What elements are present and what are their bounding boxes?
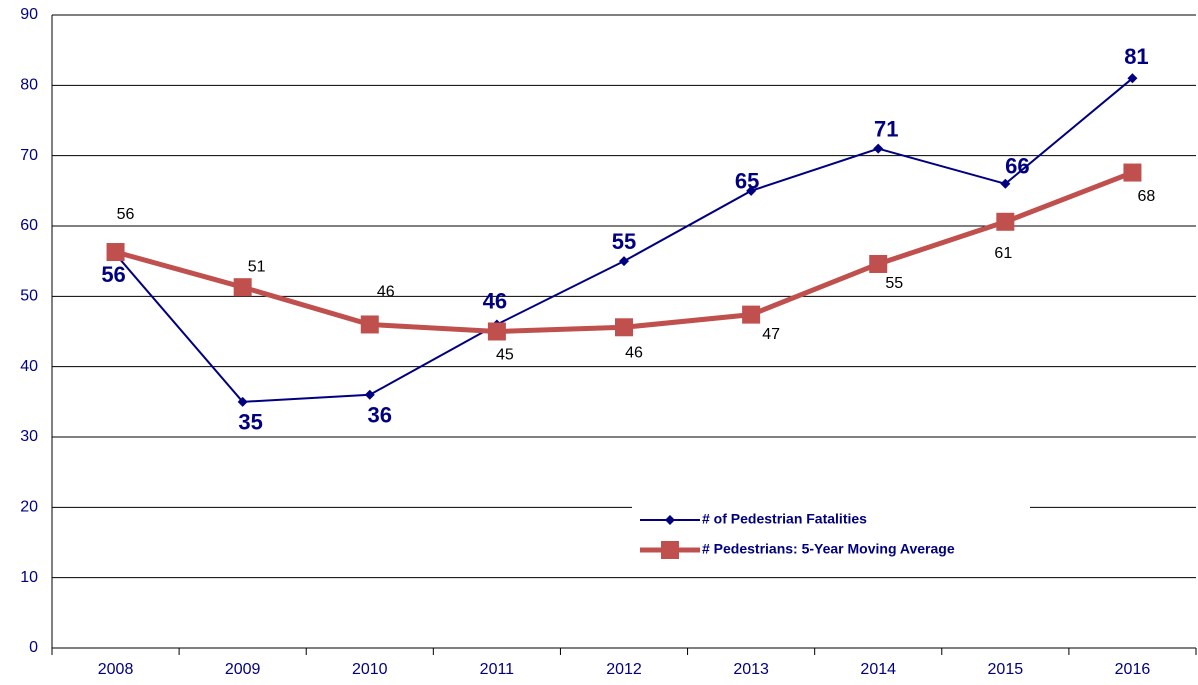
data-label: 46 — [483, 288, 507, 313]
data-label: 35 — [238, 410, 262, 435]
data-label: 71 — [874, 116, 898, 141]
marker — [233, 278, 252, 297]
y-tick-label: 70 — [20, 147, 38, 164]
y-tick-label: 40 — [20, 358, 38, 375]
x-tick-label: 2010 — [352, 661, 388, 678]
x-tick-label: 2008 — [98, 661, 134, 678]
data-label: 45 — [496, 347, 514, 364]
y-tick-label: 80 — [20, 77, 38, 94]
data-label: 47 — [762, 326, 780, 343]
y-tick-label: 20 — [20, 499, 38, 516]
legend-marker — [665, 515, 675, 525]
data-label: 51 — [248, 258, 266, 275]
marker — [615, 318, 633, 337]
data-label: 55 — [612, 229, 636, 254]
marker — [1000, 178, 1011, 189]
y-tick-label: 50 — [20, 288, 38, 305]
data-label: 46 — [625, 344, 643, 361]
x-tick-label: 2009 — [225, 661, 261, 678]
marker — [1123, 163, 1142, 182]
x-tick-label: 2015 — [988, 661, 1024, 678]
legend-marker — [661, 541, 679, 559]
data-label: 61 — [994, 245, 1012, 262]
data-label: 36 — [368, 403, 392, 428]
marker — [364, 389, 375, 400]
y-tick-label: 10 — [20, 569, 38, 586]
y-tick-label: 90 — [20, 6, 38, 23]
x-tick-label: 2016 — [1115, 661, 1151, 678]
x-tick-label: 2011 — [480, 661, 515, 678]
data-label: 46 — [377, 284, 395, 301]
y-tick-label: 60 — [20, 217, 38, 234]
data-label: 68 — [1138, 188, 1156, 205]
x-tick-label: 2014 — [860, 661, 896, 678]
marker — [869, 254, 888, 273]
x-tick-label: 2013 — [733, 661, 769, 678]
marker — [746, 185, 757, 196]
legend-label: # Pedestrians: 5-Year Moving Average — [702, 541, 955, 557]
marker — [742, 305, 761, 324]
marker — [1127, 73, 1138, 84]
data-label: 66 — [1005, 154, 1029, 179]
marker — [619, 256, 629, 267]
x-tick-label: 2012 — [606, 661, 642, 678]
data-label: 81 — [1124, 44, 1148, 69]
data-label: 56 — [101, 262, 125, 287]
y-tick-label: 0 — [29, 639, 38, 656]
marker — [106, 243, 125, 262]
marker — [237, 396, 248, 407]
marker — [487, 322, 506, 341]
marker — [996, 212, 1015, 231]
marker — [873, 143, 884, 154]
data-label: 56 — [117, 206, 135, 223]
marker — [360, 315, 379, 334]
legend-label: # of Pedestrian Fatalities — [702, 511, 867, 527]
data-label: 55 — [885, 275, 903, 292]
y-tick-label: 30 — [20, 428, 38, 445]
data-label: 65 — [735, 169, 759, 194]
